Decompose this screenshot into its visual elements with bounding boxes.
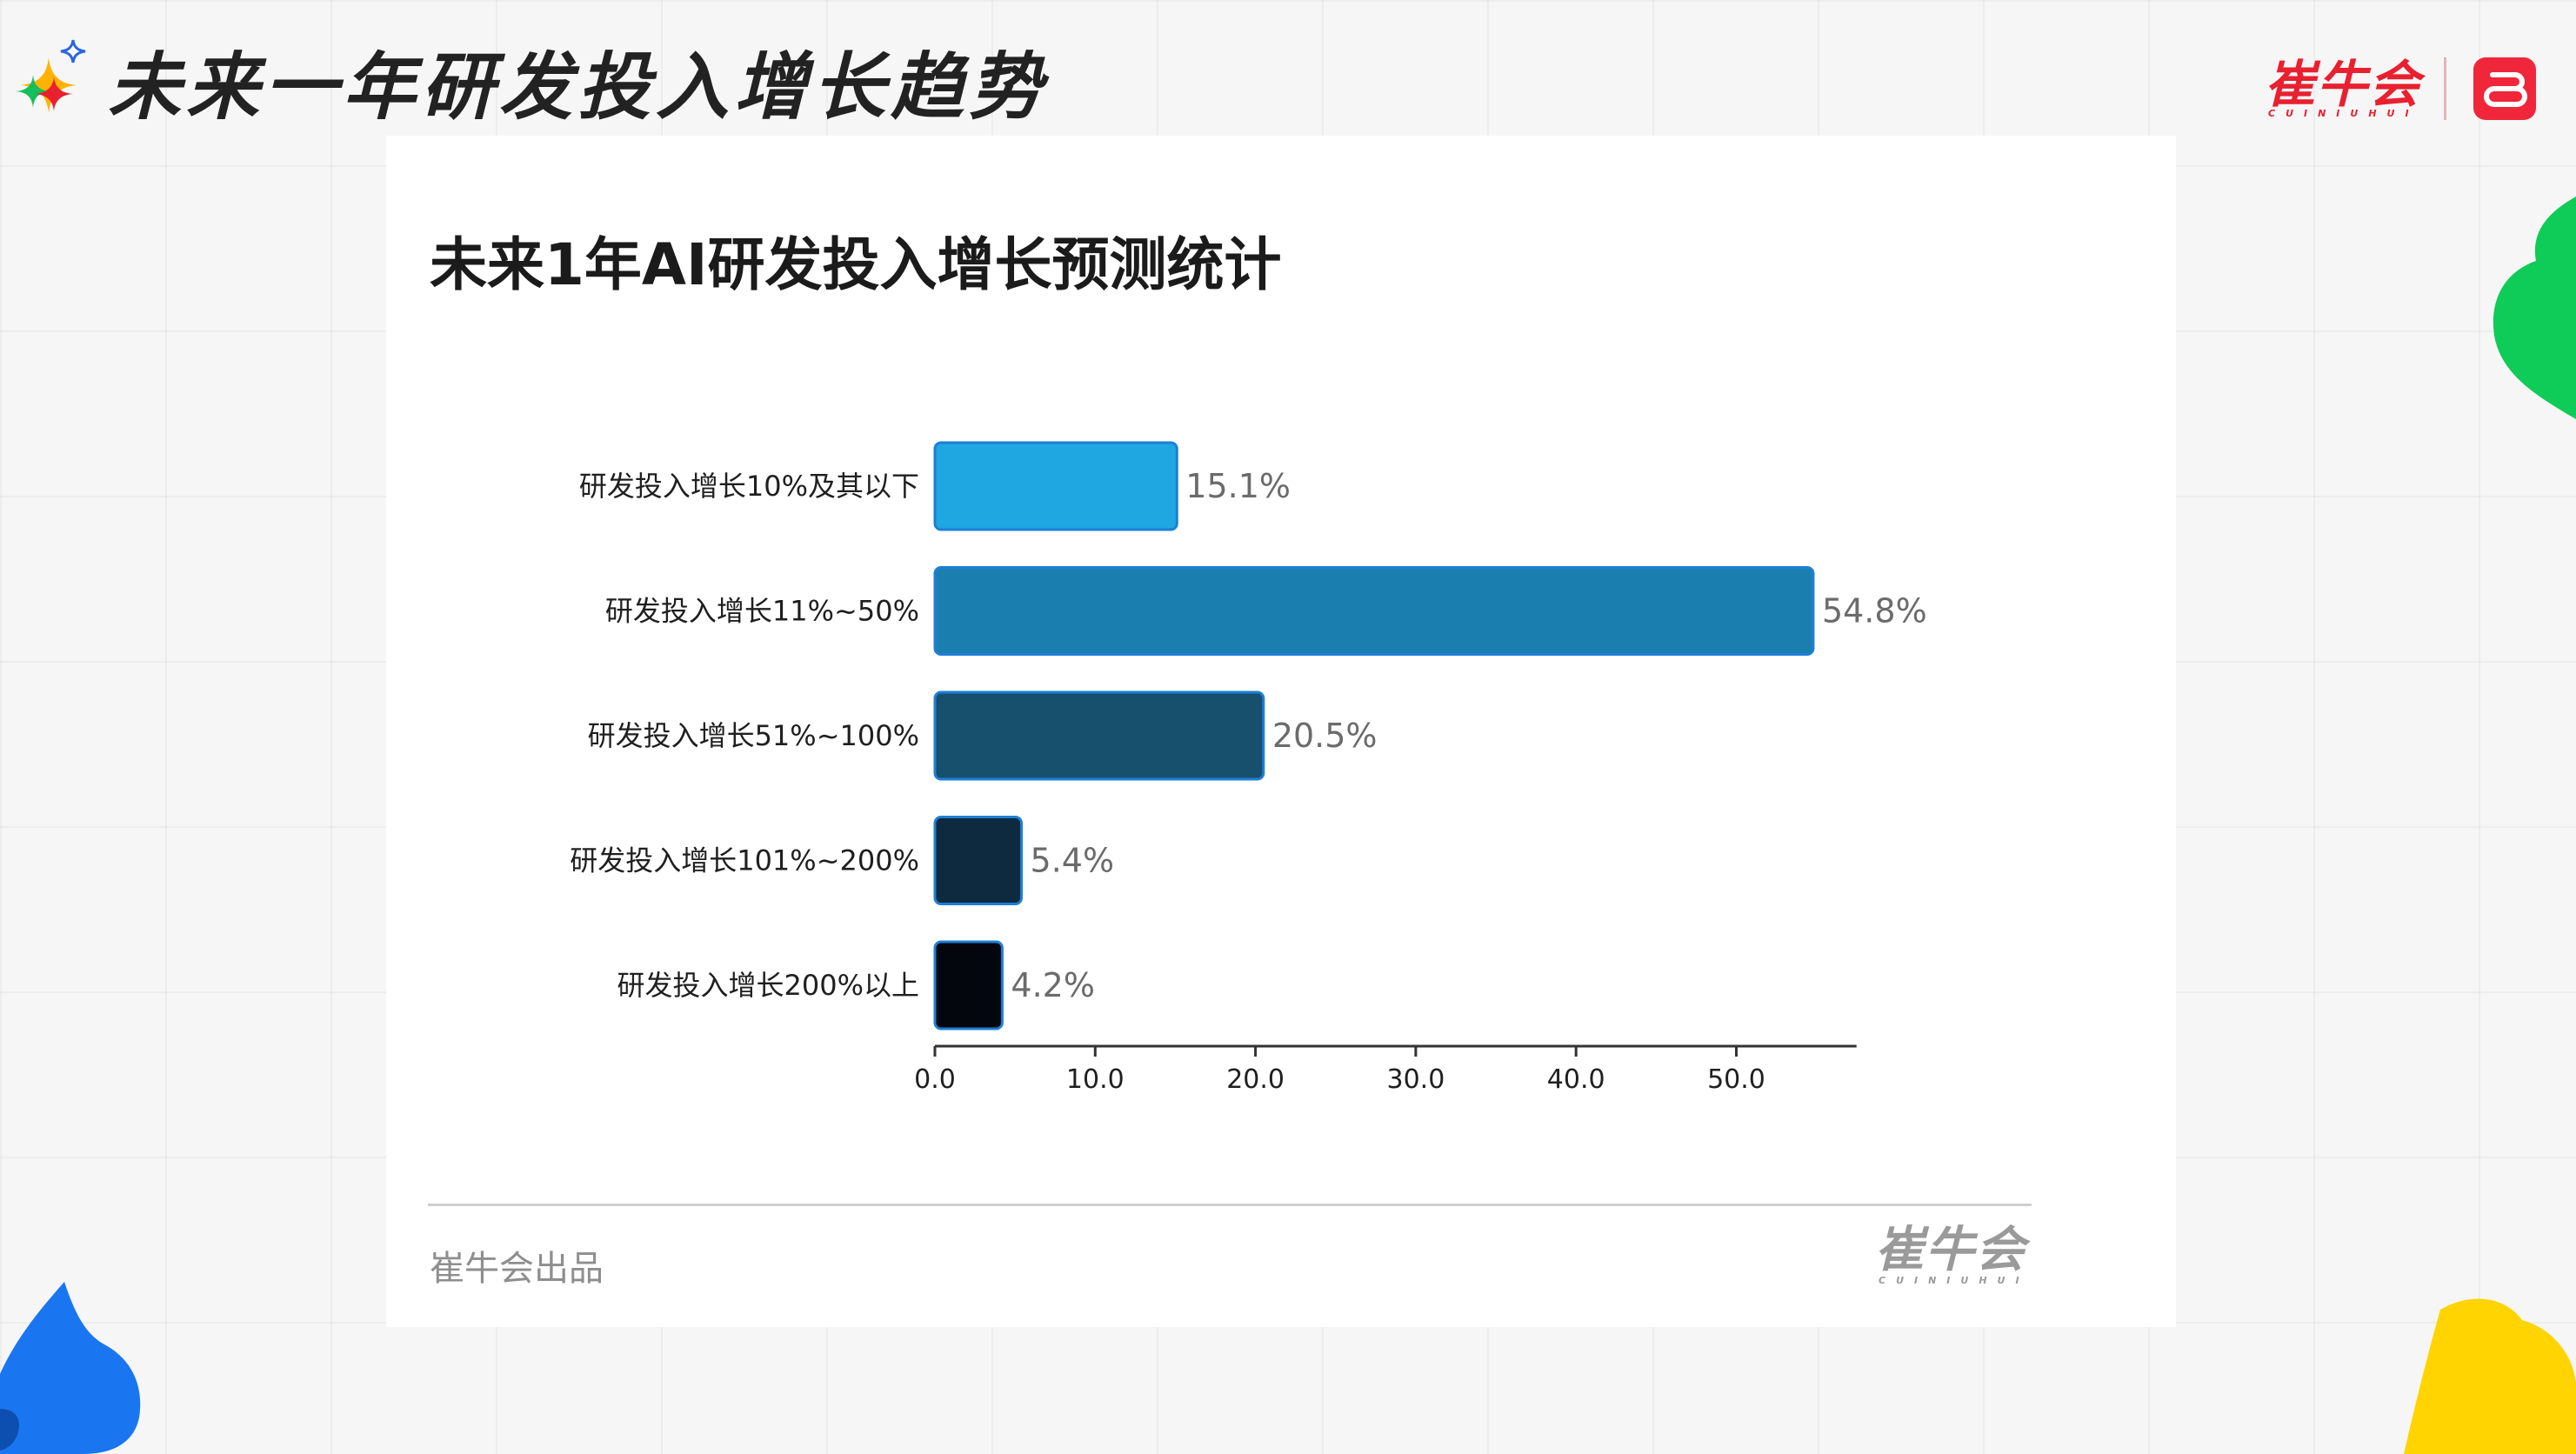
red-app-icon <box>2473 57 2536 120</box>
page-title: 未来一年研发投入增长趋势 <box>108 44 1048 130</box>
footer-credit: 崔牛会出品 <box>430 1249 604 1289</box>
data-label: 5.4% <box>1031 842 1115 880</box>
footer-divider <box>428 1204 2032 1206</box>
category-label: 研发投入增长51%~100% <box>588 719 919 752</box>
yellow-petal-shape <box>2404 1298 2576 1454</box>
brand-logo: 崔牛会 CUINIUHUI <box>2265 54 2421 127</box>
bar-chart: 研发投入增长10%及其以下 15.1% 研发投入增长11%~50% 54.8% 研发投入… <box>570 441 1927 1095</box>
chart-title: 未来1年AI研发投入增长预测统计 <box>430 231 1282 298</box>
bar <box>933 441 1178 531</box>
category-label: 研发投入增长10%及其以下 <box>579 470 919 503</box>
category-label: 研发投入增长11%~50% <box>605 595 919 628</box>
data-label: 20.5% <box>1272 717 1378 755</box>
green-leaf-shape <box>2493 197 2576 419</box>
category-label: 研发投入增长101%~200% <box>570 844 919 877</box>
x-tick-label: 20.0 <box>1226 1064 1285 1095</box>
blue-petal-shape <box>0 1282 141 1454</box>
x-tick-label: 40.0 <box>1547 1064 1605 1095</box>
category-label: 研发投入增长200%以上 <box>617 969 920 1002</box>
footer-logo: 崔牛会 CUINIUHUI <box>1875 1221 2032 1294</box>
x-tick-label: 50.0 <box>1707 1064 1765 1095</box>
data-label: 15.1% <box>1185 467 1291 505</box>
x-tick-label: 30.0 <box>1387 1064 1445 1095</box>
sparkle-logo-icon <box>16 39 86 113</box>
data-label: 4.2% <box>1011 966 1095 1004</box>
bar <box>933 816 1024 905</box>
bar <box>933 566 1815 656</box>
footer-logo-text: 崔牛会 <box>1875 1222 2026 1278</box>
x-tick-label: 0.0 <box>914 1064 956 1095</box>
footer-logo-subtext: CUINIUHUI <box>1879 1275 2030 1286</box>
data-label: 54.8% <box>1822 592 1927 630</box>
bar <box>933 690 1265 781</box>
chart-card: 未来1年AI研发投入增长预测统计 研发投入增长10%及其以下 15.1% 研发投入增… <box>386 136 2176 1327</box>
x-tick-label: 10.0 <box>1066 1064 1124 1095</box>
brand-divider <box>2444 57 2446 120</box>
brand-logo-subtext: CUINIUHUI <box>2268 108 2419 119</box>
brand-logo-text: 崔牛会 <box>2265 55 2422 114</box>
bar <box>933 940 1004 1030</box>
